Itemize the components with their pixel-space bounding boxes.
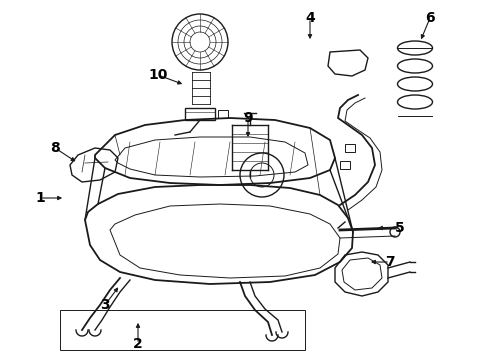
Text: 7: 7: [385, 255, 395, 269]
Text: 1: 1: [35, 191, 45, 205]
Text: 9: 9: [243, 111, 253, 125]
Text: 2: 2: [133, 337, 143, 351]
Text: 5: 5: [395, 221, 405, 235]
Text: 3: 3: [100, 298, 110, 312]
Text: 10: 10: [148, 68, 168, 82]
Text: 4: 4: [305, 11, 315, 25]
Text: 8: 8: [50, 141, 60, 155]
Text: 6: 6: [425, 11, 435, 25]
